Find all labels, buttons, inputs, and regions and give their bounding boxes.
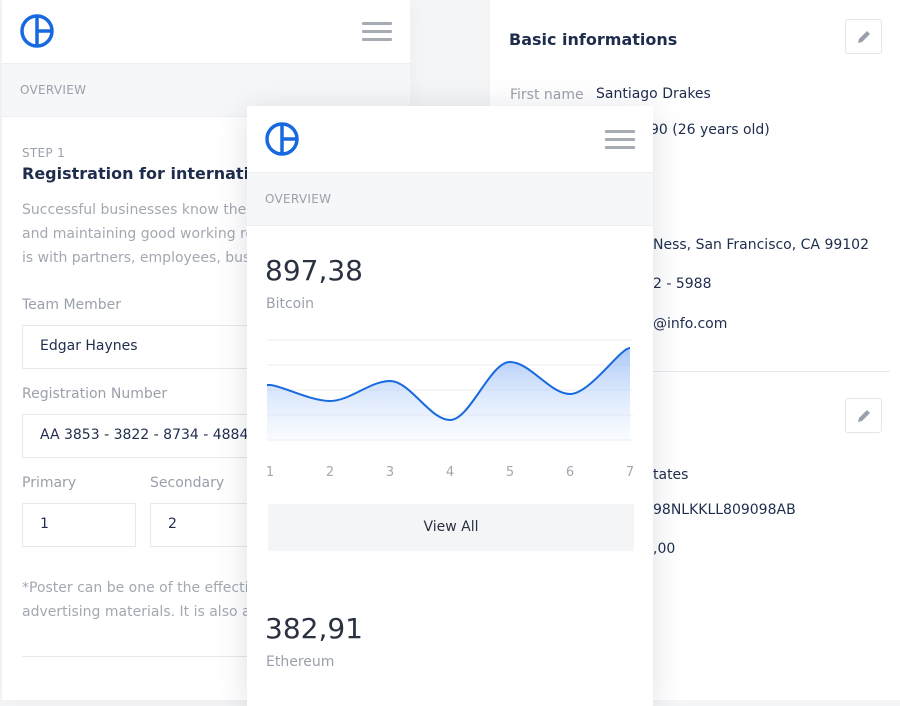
bitcoin-label: Bitcoin	[266, 296, 315, 312]
view-all-button[interactable]: View All	[268, 504, 634, 551]
bitcoin-chart: 1 2 3 4 5 6 7	[266, 339, 634, 480]
description-line: and maintaining good working rela	[22, 226, 267, 242]
description: Successful businesses know the im and ma…	[22, 198, 268, 270]
description-line: Successful businesses know the im	[22, 202, 269, 218]
header	[247, 106, 653, 173]
ethereum-value: 382,91	[265, 612, 363, 645]
amount-value: ,00	[653, 541, 676, 557]
secondary-label: Secondary	[150, 475, 225, 491]
iban-value: 98NLKKLL809098AB	[653, 502, 796, 518]
step-label: STEP 1	[22, 146, 66, 160]
menu-icon[interactable]	[605, 130, 635, 149]
form-title: Registration for internationa	[22, 164, 283, 183]
edit-button[interactable]	[845, 398, 882, 433]
birth-value: 90 (26 years old)	[650, 122, 770, 138]
first-name-label: First name	[510, 87, 584, 103]
primary-label: Primary	[22, 475, 77, 491]
logo-icon	[20, 14, 54, 48]
x-tick-label: 6	[566, 465, 574, 480]
x-tick-label: 2	[326, 465, 334, 480]
note-line: advertising materials. It is also a gr	[22, 604, 270, 620]
registration-number-label: Registration Number	[22, 386, 168, 402]
overview-label: OVERVIEW	[2, 64, 410, 117]
menu-icon[interactable]	[362, 22, 392, 41]
email-value: @info.com	[653, 316, 728, 332]
header	[2, 0, 410, 64]
crypto-overview-card: OVERVIEW 897,38 Bitcoin 1 2 3 4 5 6 7 View All…	[247, 106, 653, 706]
divider	[22, 656, 402, 657]
overview-label: OVERVIEW	[247, 173, 653, 226]
note: *Poster can be one of the effective adve…	[22, 576, 270, 624]
pencil-icon	[857, 30, 870, 43]
x-tick-label: 5	[506, 465, 514, 480]
x-tick-label: 4	[446, 465, 454, 480]
bitcoin-value: 897,38	[265, 254, 363, 287]
x-tick-label: 3	[386, 465, 394, 480]
logo-icon	[265, 122, 299, 156]
chart-area	[267, 348, 630, 440]
edit-button[interactable]	[845, 19, 882, 54]
team-member-label: Team Member	[22, 297, 122, 313]
divider	[490, 371, 890, 372]
section-title: Basic informations	[509, 30, 678, 49]
ethereum-label: Ethereum	[266, 654, 335, 670]
description-line: is with partners, employees, busin	[22, 250, 264, 266]
secondary-input[interactable]: 2	[150, 503, 264, 547]
chart-line	[267, 347, 631, 422]
x-tick-label: 7	[626, 465, 634, 480]
country-value: tates	[653, 467, 689, 483]
phone-value: 2 - 5988	[653, 276, 712, 292]
address-value: Ness, San Francisco, CA 99102	[653, 237, 869, 253]
pencil-icon	[857, 409, 870, 422]
x-tick-label: 1	[266, 465, 274, 480]
note-line: *Poster can be one of the effective	[22, 580, 266, 596]
primary-input[interactable]: 1	[22, 503, 136, 547]
first-name-value: Santiago Drakes	[596, 86, 711, 102]
